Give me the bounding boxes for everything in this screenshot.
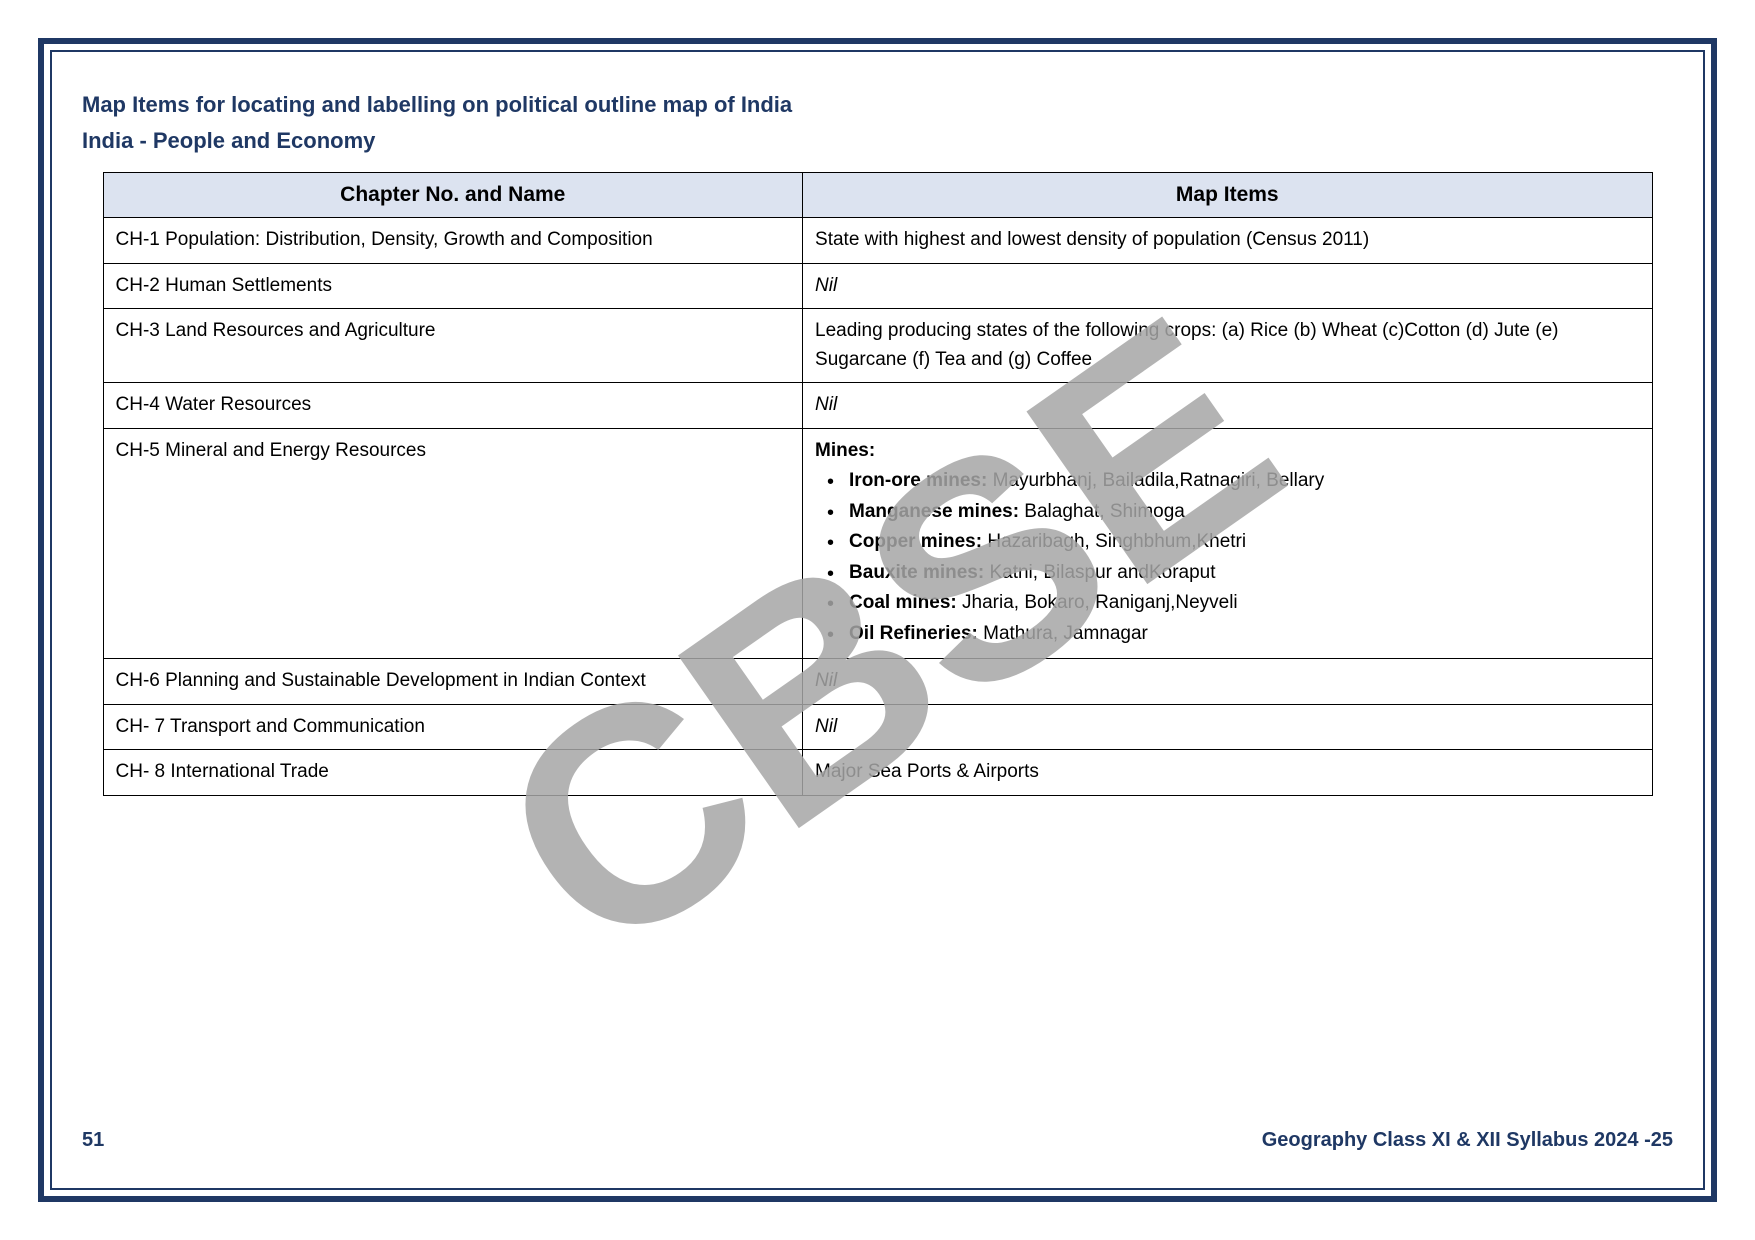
items-cell: Nil (803, 263, 1652, 309)
items-cell: Nil (803, 383, 1652, 429)
mine-text: Hazaribagh, Singhbhum,Khetri (982, 531, 1246, 552)
outer-border: Map Items for locating and labelling on … (38, 38, 1717, 1202)
mine-text: Katni, Bilaspur andKoraput (984, 562, 1215, 583)
chapter-cell: CH-5 Mineral and Energy Resources (103, 428, 803, 659)
mine-label: Oil Refineries: (849, 623, 978, 644)
items-cell: State with highest and lowest density of… (803, 218, 1652, 264)
chapter-cell: CH- 7 Transport and Communication (103, 704, 803, 750)
list-item: Oil Refineries: Mathura, Jamnagar (827, 620, 1639, 649)
header-chapter: Chapter No. and Name (103, 173, 803, 218)
table-row: CH-4 Water Resources Nil (103, 383, 1652, 429)
table-row: CH-6 Planning and Sustainable Developmen… (103, 659, 1652, 705)
list-item: Coal mines: Jharia, Bokaro, Raniganj,Ney… (827, 589, 1639, 618)
list-item: Manganese mines: Balaghat, Shimoga (827, 498, 1639, 527)
mine-label: Coal mines: (849, 592, 957, 613)
chapter-cell: CH-1 Population: Distribution, Density, … (103, 218, 803, 264)
header-items: Map Items (803, 173, 1652, 218)
nil-text: Nil (815, 394, 837, 415)
page-footer: 51 Geography Class XI & XII Syllabus 202… (82, 1129, 1673, 1152)
mine-text: Mayurbhanj, Bailadila,Ratnagiri, Bellary (987, 470, 1324, 491)
nil-text: Nil (815, 670, 837, 691)
document-page: Map Items for locating and labelling on … (0, 0, 1755, 1240)
chapter-cell: CH-6 Planning and Sustainable Developmen… (103, 659, 803, 705)
mine-label: Manganese mines: (849, 501, 1019, 522)
footer-text: Geography Class XI & XII Syllabus 2024 -… (1262, 1129, 1673, 1152)
chapter-cell: CH-3 Land Resources and Agriculture (103, 309, 803, 383)
mine-label: Iron-ore mines: (849, 470, 987, 491)
chapter-cell: CH-2 Human Settlements (103, 263, 803, 309)
items-cell: Nil (803, 704, 1652, 750)
nil-text: Nil (815, 275, 837, 296)
table-header-row: Chapter No. and Name Map Items (103, 173, 1652, 218)
mine-text: Mathura, Jamnagar (978, 623, 1148, 644)
list-item: Iron-ore mines: Mayurbhanj, Bailadila,Ra… (827, 467, 1639, 496)
table-row: CH-5 Mineral and Energy Resources Mines:… (103, 428, 1652, 659)
nil-text: Nil (815, 716, 837, 737)
table-row: CH-3 Land Resources and Agriculture Lead… (103, 309, 1652, 383)
title-line-2: India - People and Economy (82, 128, 1673, 154)
mines-heading: Mines: (815, 440, 875, 461)
table-row: CH-1 Population: Distribution, Density, … (103, 218, 1652, 264)
table-row: CH-2 Human Settlements Nil (103, 263, 1652, 309)
mine-label: Bauxite mines: (849, 562, 984, 583)
title-line-1: Map Items for locating and labelling on … (82, 92, 1673, 118)
chapter-cell: CH-4 Water Resources (103, 383, 803, 429)
table-row: CH- 8 International Trade Major Sea Port… (103, 750, 1652, 796)
items-cell: Leading producing states of the followin… (803, 309, 1652, 383)
mine-text: Jharia, Bokaro, Raniganj,Neyveli (957, 592, 1238, 613)
list-item: Bauxite mines: Katni, Bilaspur andKorapu… (827, 559, 1639, 588)
list-item: Copper mines: Hazaribagh, Singhbhum,Khet… (827, 528, 1639, 557)
items-cell: Mines: Iron-ore mines: Mayurbhanj, Baila… (803, 428, 1652, 659)
inner-border: Map Items for locating and labelling on … (50, 50, 1705, 1190)
table-row: CH- 7 Transport and Communication Nil (103, 704, 1652, 750)
page-number: 51 (82, 1129, 104, 1152)
syllabus-table: Chapter No. and Name Map Items CH-1 Popu… (103, 172, 1653, 796)
mine-text: Balaghat, Shimoga (1019, 501, 1185, 522)
chapter-cell: CH- 8 International Trade (103, 750, 803, 796)
items-cell: Nil (803, 659, 1652, 705)
mines-list: Iron-ore mines: Mayurbhanj, Bailadila,Ra… (815, 467, 1639, 648)
items-cell: Major Sea Ports & Airports (803, 750, 1652, 796)
mine-label: Copper mines: (849, 531, 982, 552)
